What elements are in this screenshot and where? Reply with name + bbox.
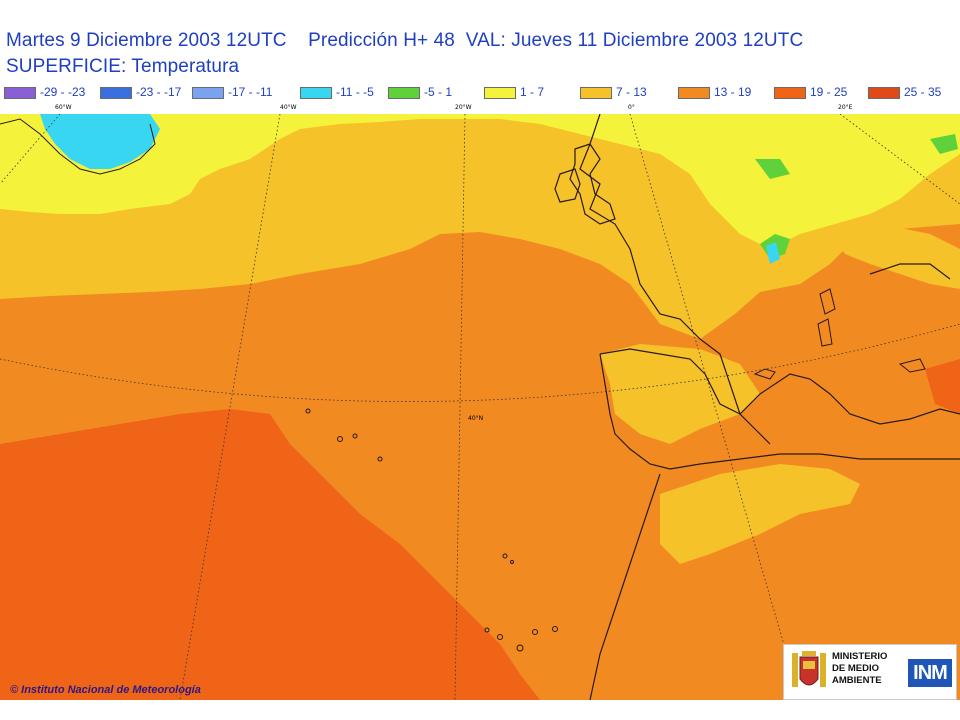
- ministry-line: AMBIENTE: [832, 675, 882, 686]
- forecast-title: Martes 9 Diciembre 2003 12UTC Predicción…: [6, 30, 804, 51]
- band-19-25-south: [0, 409, 540, 700]
- band-19-25-east: [925, 359, 960, 414]
- legend-label: -5 - 1: [424, 85, 453, 99]
- legend-swatch: [388, 87, 420, 99]
- map-canvas: 40°N: [0, 114, 960, 700]
- longitude-label: 60°W: [55, 104, 72, 111]
- latitude-label: 40°N: [468, 415, 483, 422]
- copyright-notice: © Instituto Nacional de Meteorología: [10, 684, 201, 696]
- legend-label: 13 - 19: [714, 85, 752, 99]
- greenland-coast: [0, 118, 156, 175]
- legend-swatch: [484, 87, 516, 99]
- legend-label: 19 - 25: [810, 85, 848, 99]
- legend-label: -11 - -5: [336, 85, 374, 99]
- legend-swatch: [580, 87, 612, 99]
- legend-swatch: [868, 87, 900, 99]
- azores-islands: [305, 408, 383, 462]
- inm-logo: INM: [908, 659, 952, 687]
- british-isles: [569, 143, 616, 225]
- map-header: Martes 9 Diciembre 2003 12UTC Predicción…: [0, 0, 960, 114]
- band-7-13-iberia: [600, 344, 760, 444]
- graticule: [0, 114, 960, 700]
- ireland: [554, 168, 581, 203]
- ministry-name: MINISTERIO DE MEDIO AMBIENTE: [832, 651, 887, 687]
- longitude-label: 20°E: [838, 104, 853, 111]
- variable-title: SUPERFICIE: Temperatura: [6, 56, 240, 77]
- legend-label: 7 - 13: [616, 85, 647, 99]
- mediterranean-islands: [753, 288, 926, 380]
- longitude-label: 0°: [628, 104, 635, 111]
- legend-swatch: [300, 87, 332, 99]
- longitude-label: 20°W: [455, 104, 472, 111]
- madeira-islands: [502, 553, 514, 564]
- legend-swatch: [774, 87, 806, 99]
- coastlines: [579, 114, 960, 700]
- legend-swatch: [4, 87, 36, 99]
- russia-cold-spot: [755, 159, 790, 179]
- coat-of-arms-icon: [792, 651, 826, 687]
- longitude-label: 40°W: [280, 104, 297, 111]
- legend-swatch: [100, 87, 132, 99]
- band-7-13-morocco: [660, 464, 860, 564]
- legend-label: -29 - -23: [40, 85, 86, 99]
- legend-label: 1 - 7: [520, 85, 545, 99]
- temperature-map: 40°N: [0, 114, 960, 700]
- scandinavia-cold-spot: [930, 134, 958, 154]
- canary-islands: [484, 626, 558, 652]
- band-7-13-mediterranean: [830, 224, 960, 289]
- alps-cold-core: [766, 242, 780, 264]
- ministry-logo-box: MINISTERIO DE MEDIO AMBIENTE INM: [783, 644, 957, 700]
- ministry-line: MINISTERIO: [832, 651, 888, 662]
- legend-swatch: [192, 87, 224, 99]
- legend-label: -23 - -17: [136, 85, 182, 99]
- ministry-line: DE MEDIO: [832, 663, 879, 674]
- band-1-7-north: [0, 114, 960, 249]
- legend-label: 25 - 35: [904, 85, 942, 99]
- temperature-legend: -29 - -23 -23 - -17 -17 - -11 -11 - -5 -…: [4, 85, 956, 102]
- legend-label: -17 - -11: [228, 85, 273, 99]
- legend-swatch: [678, 87, 710, 99]
- greenland-cold-area: [40, 114, 160, 169]
